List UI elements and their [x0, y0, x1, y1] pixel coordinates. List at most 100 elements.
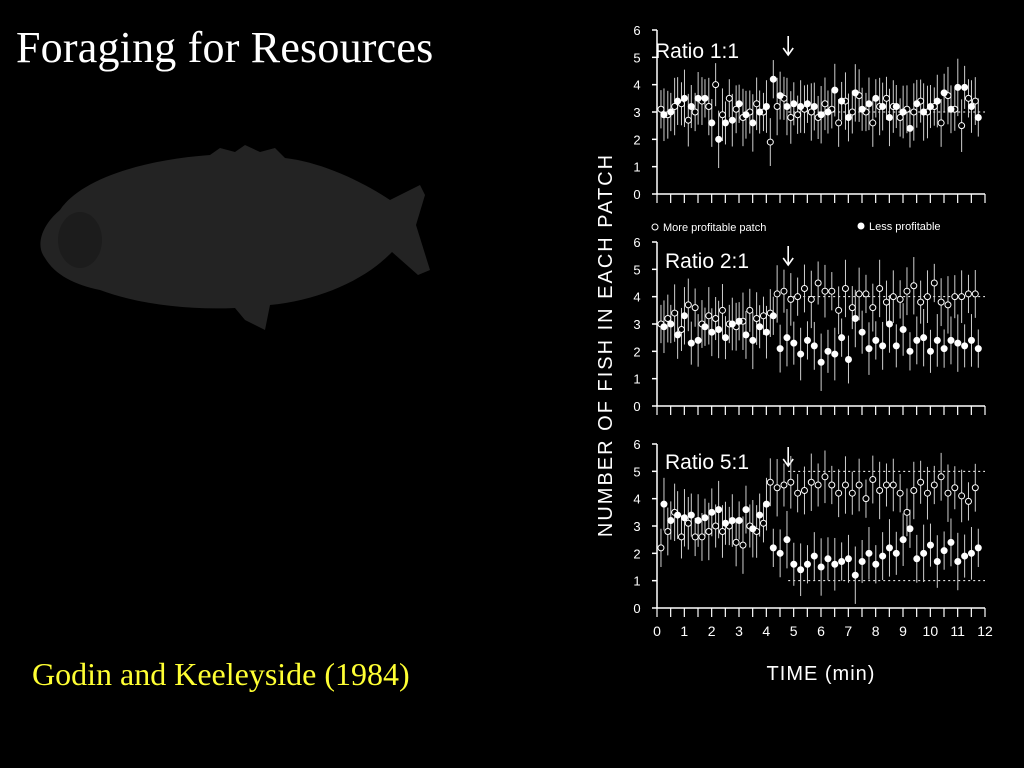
- data-point-less-profitable: [817, 111, 825, 119]
- y-tick-label: 1: [633, 160, 640, 175]
- data-point-less-profitable: [735, 100, 743, 108]
- data-point-more-profitable: [684, 116, 692, 124]
- data-point-more-profitable: [773, 484, 781, 492]
- data-point-less-profitable: [920, 549, 928, 557]
- data-point-less-profitable: [735, 517, 743, 525]
- data-point-more-profitable: [814, 279, 822, 287]
- data-point-less-profitable: [776, 345, 784, 353]
- data-point-less-profitable: [899, 536, 907, 544]
- data-point-less-profitable: [769, 312, 777, 320]
- data-point-more-profitable: [725, 94, 733, 102]
- panel-label: Ratio 1:1: [655, 40, 739, 63]
- data-point-less-profitable: [728, 116, 736, 124]
- treatment-change-arrowhead: [782, 458, 794, 468]
- data-point-more-profitable: [917, 478, 925, 486]
- data-point-less-profitable: [974, 345, 982, 353]
- data-point-more-profitable: [923, 293, 931, 301]
- data-point-less-profitable: [899, 108, 907, 116]
- y-axis-title: NUMBER OF FISH IN EACH PATCH: [595, 153, 617, 537]
- data-point-less-profitable: [803, 100, 811, 108]
- data-point-more-profitable: [718, 527, 726, 535]
- y-tick-label: 0: [633, 399, 640, 414]
- data-point-less-profitable: [674, 331, 682, 339]
- data-point-less-profitable: [858, 558, 866, 566]
- data-point-less-profitable: [749, 336, 757, 344]
- data-point-more-profitable: [773, 290, 781, 298]
- y-tick-label: 0: [633, 601, 640, 616]
- data-point-less-profitable: [694, 336, 702, 344]
- data-point-less-profitable: [708, 119, 716, 127]
- data-point-more-profitable: [671, 103, 679, 111]
- data-point-less-profitable: [797, 350, 805, 358]
- data-point-less-profitable: [967, 103, 975, 111]
- x-tick-label: 8: [872, 623, 880, 639]
- data-point-more-profitable: [664, 527, 672, 535]
- data-point-less-profitable: [749, 525, 757, 533]
- data-point-more-profitable: [862, 290, 870, 298]
- data-point-less-profitable: [940, 345, 948, 353]
- data-point-more-profitable: [876, 486, 884, 494]
- data-point-less-profitable: [721, 119, 729, 127]
- data-point-less-profitable: [879, 552, 887, 560]
- legend-filled-marker: [857, 222, 865, 230]
- data-point-less-profitable: [680, 514, 688, 522]
- data-point-less-profitable: [776, 549, 784, 557]
- data-point-less-profitable: [865, 549, 873, 557]
- data-point-less-profitable: [899, 325, 907, 333]
- data-point-less-profitable: [762, 328, 770, 336]
- data-point-more-profitable: [773, 103, 781, 111]
- data-point-less-profitable: [783, 536, 791, 544]
- data-point-more-profitable: [657, 105, 665, 113]
- data-point-less-profitable: [790, 100, 798, 108]
- data-point-more-profitable: [807, 108, 815, 116]
- data-point-more-profitable: [712, 522, 720, 530]
- data-point-less-profitable: [865, 100, 873, 108]
- data-point-more-profitable: [794, 111, 802, 119]
- data-point-more-profitable: [848, 108, 856, 116]
- data-point-more-profitable: [677, 533, 685, 541]
- data-point-less-profitable: [913, 100, 921, 108]
- data-point-less-profitable: [954, 83, 962, 91]
- data-point-less-profitable: [872, 560, 880, 568]
- data-point-less-profitable: [885, 113, 893, 121]
- data-point-more-profitable: [800, 284, 808, 292]
- data-point-less-profitable: [769, 75, 777, 83]
- data-point-more-profitable: [732, 538, 740, 546]
- data-point-more-profitable: [930, 279, 938, 287]
- data-point-less-profitable: [674, 511, 682, 519]
- data-point-more-profitable: [903, 508, 911, 516]
- data-point-more-profitable: [821, 100, 829, 108]
- legend-less-profitable-label: Less profitable: [869, 221, 941, 233]
- x-tick-label: 9: [899, 623, 907, 639]
- data-point-less-profitable: [810, 552, 818, 560]
- treatment-change-arrowhead: [782, 257, 794, 267]
- data-point-less-profitable: [824, 555, 832, 563]
- data-point-more-profitable: [862, 495, 870, 503]
- data-point-more-profitable: [759, 312, 767, 320]
- data-point-more-profitable: [971, 97, 979, 105]
- legend-more-profitable-label: More profitable patch: [663, 222, 766, 234]
- y-tick-label: 1: [633, 372, 640, 387]
- y-tick-label: 5: [633, 262, 640, 277]
- data-point-less-profitable: [926, 541, 934, 549]
- legend-open-marker: [651, 223, 659, 231]
- data-point-more-profitable: [787, 478, 795, 486]
- data-point-more-profitable: [917, 298, 925, 306]
- x-tick-label: 5: [790, 623, 798, 639]
- data-point-less-profitable: [721, 519, 729, 527]
- x-tick-label: 7: [844, 623, 852, 639]
- data-point-less-profitable: [701, 323, 709, 331]
- x-tick-label: 2: [708, 623, 716, 639]
- data-point-less-profitable: [844, 356, 852, 364]
- data-point-more-profitable: [746, 306, 754, 314]
- data-point-less-profitable: [920, 334, 928, 342]
- data-point-less-profitable: [906, 347, 914, 355]
- data-point-less-profitable: [762, 500, 770, 508]
- data-point-less-profitable: [913, 555, 921, 563]
- data-point-more-profitable: [882, 94, 890, 102]
- data-point-more-profitable: [814, 481, 822, 489]
- data-point-less-profitable: [831, 86, 839, 94]
- data-point-less-profitable: [756, 108, 764, 116]
- data-point-less-profitable: [885, 320, 893, 328]
- data-point-less-profitable: [940, 89, 948, 97]
